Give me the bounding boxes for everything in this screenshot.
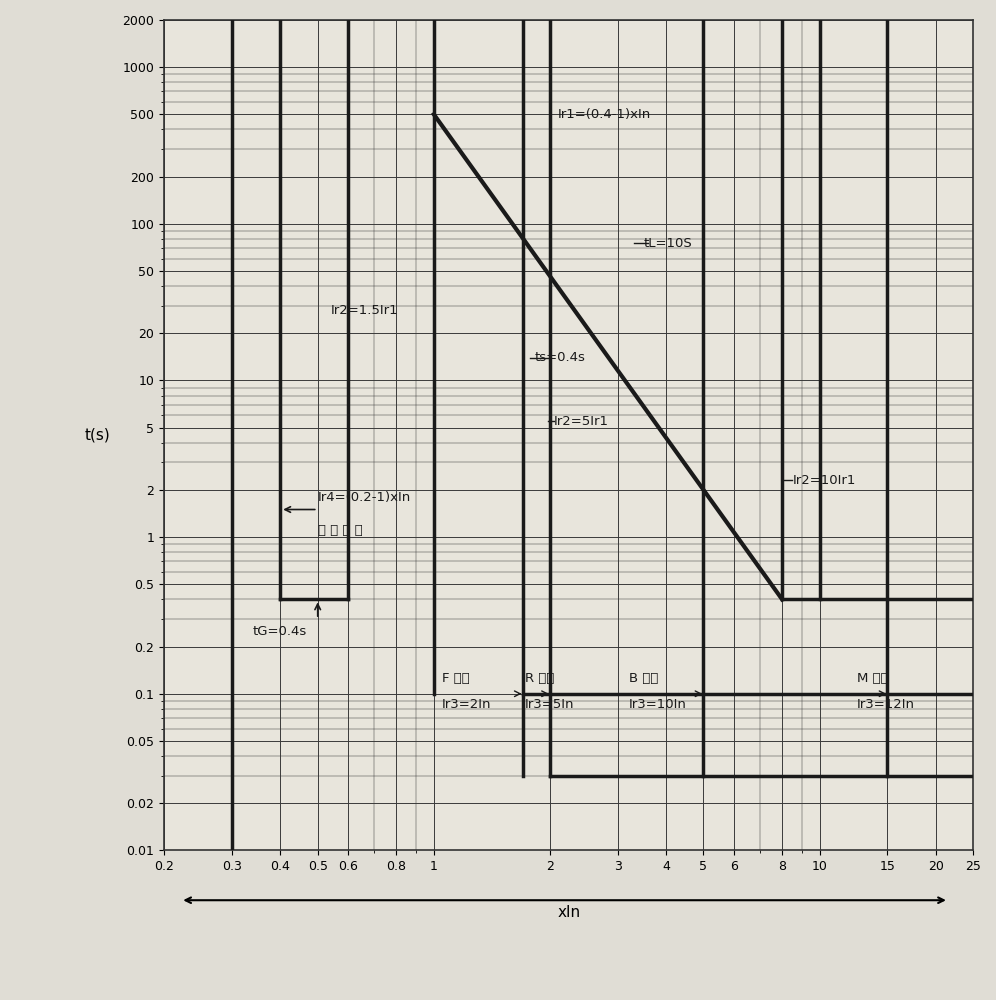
Text: Ir3=10In: Ir3=10In bbox=[628, 698, 686, 711]
Text: M 曲线: M 曲线 bbox=[857, 672, 888, 685]
Text: 适 用 四 极: 适 用 四 极 bbox=[318, 524, 363, 537]
Text: Ir2=5Ir1: Ir2=5Ir1 bbox=[554, 415, 610, 428]
Text: tL=10S: tL=10S bbox=[643, 237, 692, 250]
Y-axis label: t(s): t(s) bbox=[85, 428, 111, 443]
Text: Ir1=(0.4-1)xIn: Ir1=(0.4-1)xIn bbox=[558, 108, 651, 121]
Text: Ir2=1.5Ir1: Ir2=1.5Ir1 bbox=[331, 304, 398, 317]
Text: Ir3=2In: Ir3=2In bbox=[442, 698, 491, 711]
Text: Ir3=12In: Ir3=12In bbox=[857, 698, 915, 711]
Text: ts=0.4s: ts=0.4s bbox=[534, 351, 585, 364]
Text: xIn: xIn bbox=[557, 905, 581, 920]
Text: Ir2=10Ir1: Ir2=10Ir1 bbox=[793, 474, 856, 487]
Text: Ir3=5In: Ir3=5In bbox=[525, 698, 574, 711]
Text: B 曲线: B 曲线 bbox=[628, 672, 658, 685]
Text: R 曲线: R 曲线 bbox=[525, 672, 554, 685]
Text: Ir4=(0.2-1)xIn: Ir4=(0.2-1)xIn bbox=[318, 491, 411, 504]
Text: F 曲线: F 曲线 bbox=[442, 672, 470, 685]
Text: tG=0.4s: tG=0.4s bbox=[253, 625, 308, 638]
